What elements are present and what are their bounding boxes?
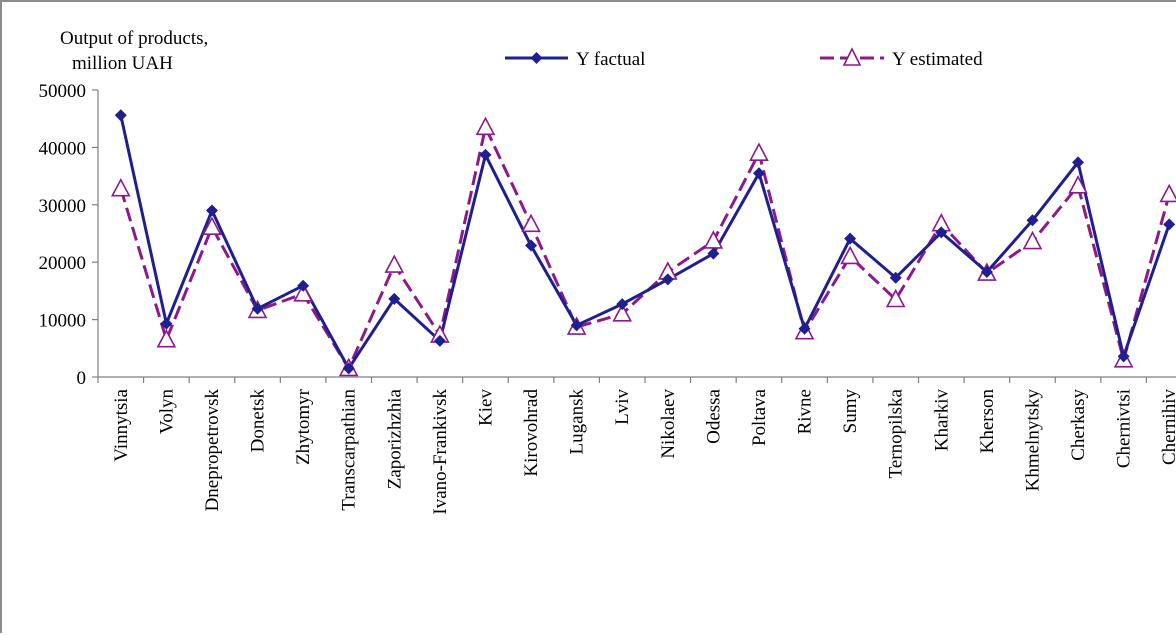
y-tick-label: 0 <box>77 368 87 389</box>
data-point-y-estimated <box>1161 185 1176 201</box>
x-tick-label: Sumy <box>840 389 861 434</box>
legend-label-y-factual: Y factual <box>576 49 645 70</box>
legend: Y factual Y estimated <box>505 49 983 70</box>
data-point-y-estimated <box>112 180 129 196</box>
data-point-y-estimated <box>158 331 175 347</box>
data-point-y-factual <box>707 248 719 260</box>
axes: 0 10000 20000 30000 40000 50000 Vinnytsia Volyn… <box>39 81 1176 515</box>
x-tick-label: Transcarpathian <box>339 389 360 511</box>
x-tick-label: Donetsk <box>248 389 269 453</box>
data-point-y-estimated <box>705 232 722 248</box>
x-tick-label: Odessa <box>703 388 724 443</box>
data-point-y-factual <box>206 205 218 217</box>
y-axis-label-line-2: million UAH <box>72 53 173 74</box>
data-point-y-factual <box>297 280 309 292</box>
legend-item-y-factual: Y factual <box>505 49 645 70</box>
x-tick-label: Vinnytsia <box>111 388 132 461</box>
legend-item-y-estimated: Y estimated <box>820 49 983 70</box>
series-line-y-estimated <box>121 127 1169 368</box>
y-tick-label: 40000 <box>39 138 87 159</box>
x-tick-label: Nikolaev <box>658 389 679 459</box>
x-tick-label: Zhytomyr <box>293 388 314 465</box>
y-tick-label: 50000 <box>39 81 87 102</box>
x-tick-label: Lviv <box>612 389 633 425</box>
x-tick-label: Rivne <box>795 389 816 434</box>
x-tick-label: Chernivtsi <box>1114 389 1135 468</box>
x-tick-label: Kirovohrad <box>521 389 542 477</box>
x-tick-label: Ternopilska <box>886 388 907 478</box>
diamond-marker-icon <box>531 52 543 64</box>
series-layer <box>112 109 1176 375</box>
x-tick-label: Kiev <box>475 389 496 426</box>
y-tick-label: 20000 <box>39 253 87 274</box>
y-tick-label: 10000 <box>39 311 87 332</box>
data-point-y-factual <box>479 149 491 161</box>
y-tick-label: 30000 <box>39 196 87 217</box>
series-line-y-factual <box>121 115 1169 368</box>
data-point-y-estimated <box>1024 233 1041 249</box>
data-point-y-estimated <box>750 144 767 160</box>
data-point-y-estimated <box>523 215 540 231</box>
x-tick-label: Poltava <box>749 388 770 446</box>
x-tick-label: Chernihiv <box>1159 389 1176 465</box>
data-point-y-factual <box>753 167 765 179</box>
data-point-y-factual <box>525 240 537 252</box>
x-tick-label: Cherkasy <box>1068 389 1089 461</box>
data-point-y-factual <box>1163 218 1175 230</box>
x-tick-label: Ivano-Frankivsk <box>430 389 451 515</box>
data-point-y-estimated <box>477 118 494 134</box>
x-tick-label: Volyn <box>156 389 177 435</box>
y-axis-label-line-1: Output of products, <box>60 28 208 49</box>
legend-label-y-estimated: Y estimated <box>892 49 983 70</box>
x-tick-label: Kherson <box>977 389 998 454</box>
x-tick-label: Dnepropetrovsk <box>202 389 223 512</box>
data-point-y-factual <box>115 109 127 121</box>
data-point-y-estimated <box>386 256 403 272</box>
x-tick-label: Kharkiv <box>931 389 952 452</box>
x-tick-label: Khmelnytsky <box>1022 389 1043 492</box>
x-tick-label: Lugansk <box>567 389 588 455</box>
x-tick-label: Zaporizhzhia <box>384 388 405 489</box>
